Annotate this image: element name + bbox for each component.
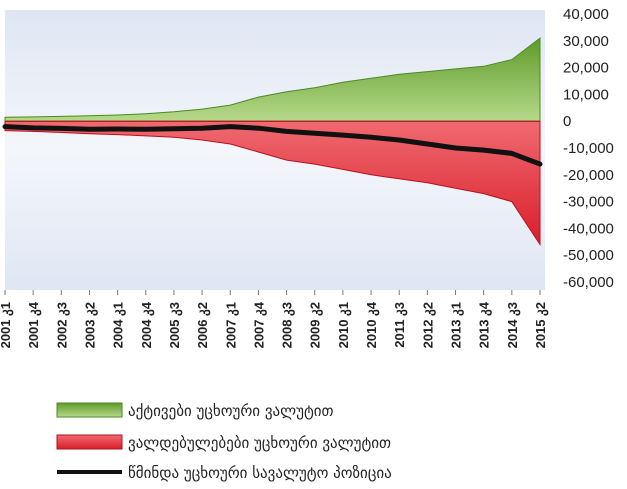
y-tick-label: -60,000 (563, 274, 614, 291)
legend-label: ვალდებულებები უცხოური ვალუტით (128, 434, 391, 452)
x-tick-label: 2004 კ4 (139, 301, 155, 348)
x-tick-label: 2015 კ2 (533, 302, 549, 348)
x-tick-label: 2013 კ4 (477, 301, 493, 348)
x-tick-label: 2003 კ2 (83, 302, 99, 348)
y-tick-label: 10,000 (563, 86, 609, 103)
y-tick-label: 40,000 (563, 6, 609, 23)
legend-swatch-assets (56, 402, 123, 418)
y-tick-label: 20,000 (563, 60, 609, 77)
x-tick-label: 2013 კ1 (449, 302, 465, 348)
y-tick-label: 30,000 (563, 33, 609, 50)
x-tick-label: 2010 კ1 (336, 302, 352, 348)
y-tick-label: -20,000 (563, 167, 614, 184)
x-tick-label: 2012 კ2 (420, 302, 436, 348)
x-tick-label: 2008 კ3 (280, 302, 296, 348)
assets-area-group (4, 37, 541, 122)
assets-area (4, 37, 541, 122)
y-tick-label: -10,000 (563, 140, 614, 157)
x-tick-label: 2006 კ2 (195, 302, 211, 348)
legend-label: აქტივები უცხოური ვალუტით (128, 402, 334, 420)
net-position-line-group (2, 124, 543, 167)
legend: აქტივები უცხოური ვალუტით ვალდებულებები უც… (56, 402, 392, 482)
y-tick-label: 0 (563, 113, 571, 130)
x-tick-label: 2014 კ3 (505, 302, 521, 348)
x-tick-label: 2005 კ3 (167, 302, 183, 348)
x-tick-label: 2001 კ4 (26, 301, 42, 348)
y-axis-ticks: 40,000 30,000 20,000 10,000 0 -10,000 -20,000 -… (563, 6, 614, 291)
x-axis-ticks: 2001 კ1 2001 კ4 2002 კ3 2003 კ2 2004 კ1 2004 … (0, 290, 549, 348)
x-tick-label: 2004 კ1 (111, 302, 127, 348)
x-tick-label: 2011 კ3 (392, 302, 408, 348)
y-tick-label: -40,000 (563, 220, 614, 237)
x-tick-label: 2010 კ4 (364, 301, 380, 348)
liabilities-area-group (4, 120, 541, 247)
liabilities-area (4, 120, 541, 247)
x-tick-label: 2007 კ1 (223, 302, 239, 348)
y-tick-label: -30,000 (563, 194, 614, 211)
x-tick-label: 2001 კ1 (0, 302, 14, 348)
legend-label: წმინდა უცხოური სავალუტო პოზიცია (128, 464, 392, 482)
legend-swatch-liabilities (56, 434, 123, 450)
x-tick-label: 2009 კ2 (308, 302, 324, 348)
net-position-line (2, 124, 543, 167)
x-tick-label: 2002 კ3 (54, 302, 70, 348)
y-tick-label: -50,000 (563, 247, 614, 264)
x-tick-label: 2007 კ4 (251, 301, 267, 348)
